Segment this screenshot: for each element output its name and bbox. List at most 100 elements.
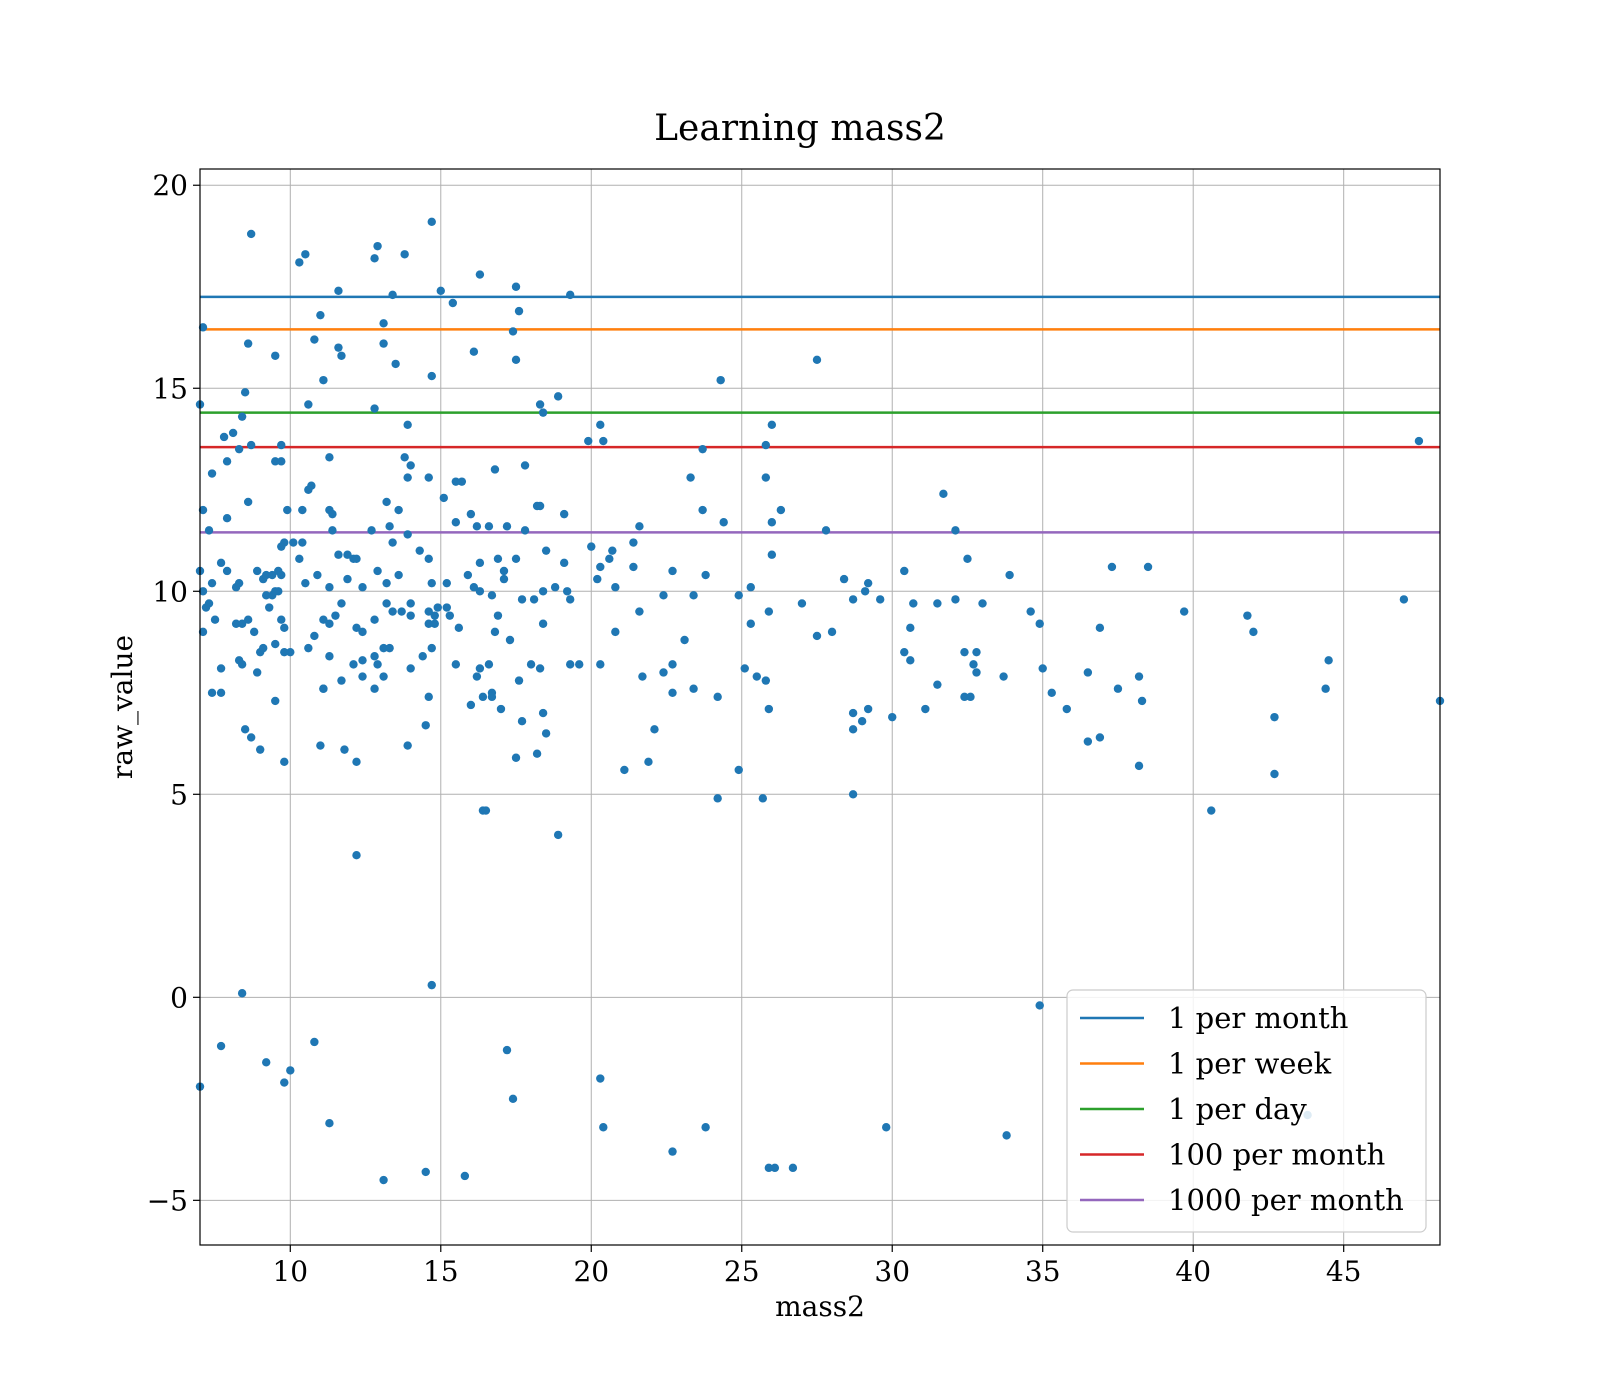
data-point — [304, 400, 313, 409]
data-point — [562, 587, 572, 596]
data-point — [575, 660, 584, 669]
data-point — [1047, 688, 1056, 697]
data-point — [340, 745, 349, 754]
data-point — [812, 631, 822, 641]
data-point — [761, 440, 771, 450]
x-tick-label: 40 — [1175, 1255, 1211, 1288]
data-point — [319, 615, 328, 624]
data-point — [316, 310, 325, 320]
data-point — [331, 611, 340, 620]
data-point — [821, 526, 831, 535]
data-point — [406, 461, 415, 470]
data-point — [587, 542, 596, 551]
data-point — [334, 286, 343, 296]
data-point — [207, 578, 217, 588]
data-point — [502, 1045, 512, 1055]
data-point — [812, 355, 822, 365]
data-point — [280, 623, 289, 633]
data-point — [900, 566, 909, 576]
data-point — [388, 607, 397, 616]
data-point — [240, 388, 250, 397]
data-point — [307, 481, 316, 490]
data-point — [286, 647, 295, 657]
x-tick-label: 10 — [272, 1255, 308, 1288]
data-point — [198, 505, 208, 515]
data-point — [249, 627, 259, 637]
data-point — [906, 623, 915, 633]
data-point — [797, 599, 807, 608]
data-point — [328, 509, 337, 519]
data-point — [289, 538, 298, 547]
legend-box — [1066, 989, 1427, 1233]
data-point — [424, 607, 433, 616]
data-point — [752, 672, 761, 681]
data-point — [508, 1094, 518, 1104]
data-point — [325, 1118, 334, 1128]
data-point — [1207, 806, 1216, 815]
data-point — [228, 428, 238, 438]
data-point — [472, 522, 482, 531]
data-point — [337, 599, 346, 608]
data-point — [511, 554, 521, 563]
data-point — [216, 664, 226, 673]
data-point — [1243, 611, 1252, 620]
data-point — [424, 554, 433, 563]
data-point — [463, 570, 473, 580]
data-point — [511, 753, 521, 762]
data-point — [933, 599, 942, 608]
data-point — [1414, 436, 1424, 446]
data-point — [565, 660, 575, 669]
data-point — [373, 566, 382, 576]
data-point — [1002, 1131, 1011, 1140]
x-tick-label: 15 — [423, 1255, 459, 1288]
x-tick-label: 45 — [1326, 1255, 1362, 1288]
data-point — [466, 509, 476, 519]
data-point — [352, 554, 361, 563]
data-point — [328, 526, 337, 535]
data-point — [848, 595, 858, 604]
data-point — [216, 688, 226, 697]
data-point — [659, 668, 668, 677]
data-point — [277, 440, 286, 450]
data-point — [839, 574, 849, 584]
data-point — [265, 603, 274, 612]
data-point — [848, 725, 858, 734]
data-point — [451, 660, 461, 669]
data-point — [301, 578, 310, 588]
data-point — [532, 749, 542, 758]
data-point — [237, 412, 247, 421]
data-point — [848, 708, 858, 718]
data-point — [599, 436, 608, 446]
data-point — [629, 538, 638, 547]
data-point — [277, 615, 286, 624]
data-point — [337, 351, 346, 360]
data-point — [860, 587, 870, 596]
data-point — [325, 652, 334, 661]
data-point — [1324, 656, 1333, 665]
data-point — [960, 647, 969, 657]
data-point — [906, 656, 915, 665]
data-point — [659, 591, 668, 600]
data-point — [505, 635, 515, 645]
data-point — [427, 643, 436, 653]
data-point — [644, 757, 653, 767]
data-point — [487, 692, 497, 702]
data-point — [481, 806, 491, 815]
data-point — [863, 578, 873, 588]
data-point — [262, 591, 271, 600]
data-point — [385, 643, 394, 653]
data-point — [304, 643, 313, 653]
data-point — [635, 522, 644, 531]
data-point — [370, 684, 379, 693]
y-tick-label: 20 — [152, 169, 188, 202]
data-point — [243, 497, 253, 507]
data-point — [237, 989, 247, 998]
data-point — [252, 668, 262, 677]
data-point — [319, 375, 328, 385]
data-point — [382, 578, 391, 588]
data-point — [770, 1163, 780, 1173]
data-point — [442, 578, 451, 588]
data-point — [698, 505, 707, 515]
data-point — [827, 627, 837, 637]
